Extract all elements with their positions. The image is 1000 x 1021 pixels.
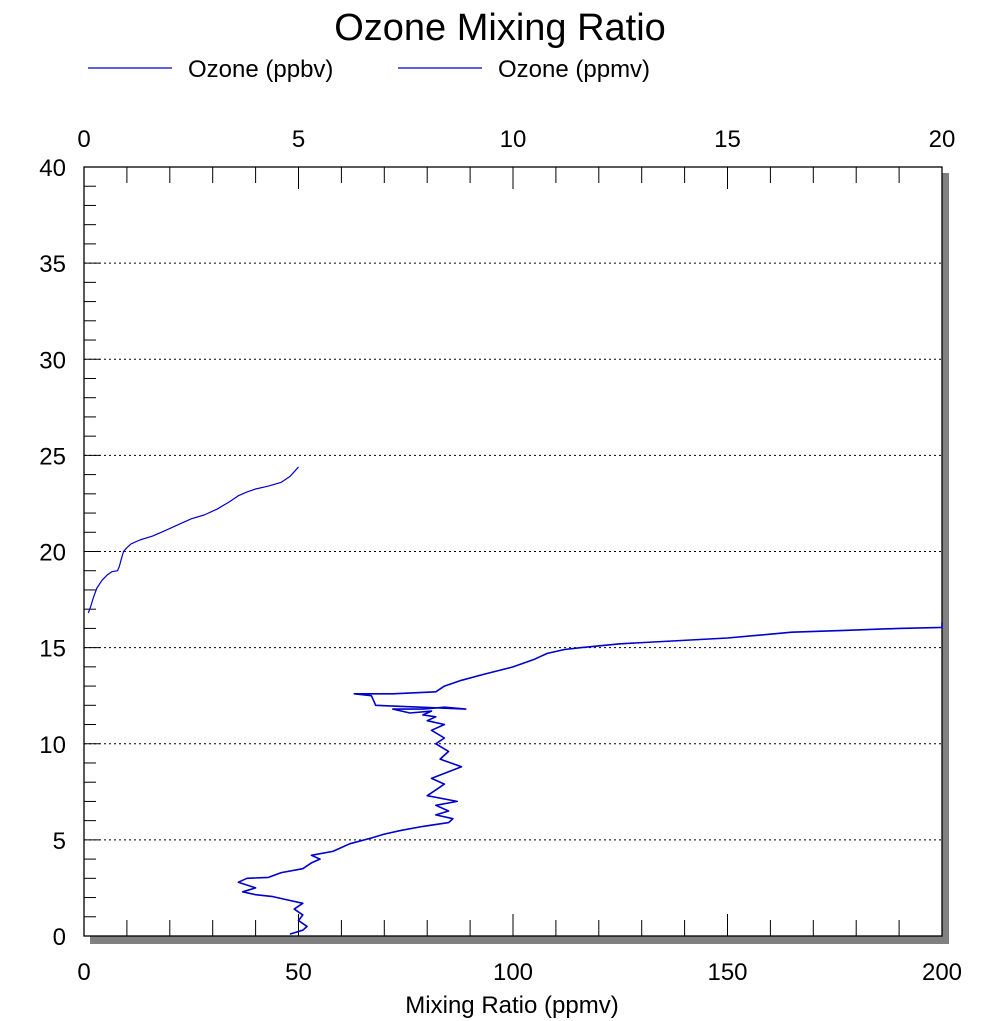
x-bottom-tick-label-0: 0 (77, 959, 90, 986)
series-line-ozone-ppbv (237, 622, 943, 935)
y-tick-label-15: 15 (39, 636, 66, 663)
x-bottom-tick-label-150: 150 (707, 959, 747, 986)
y-tick-label-30: 30 (39, 347, 66, 374)
x-top-tick-label-15: 15 (714, 126, 741, 153)
legend: Ozone (ppbv) Ozone (ppmv) (88, 56, 650, 83)
y-tick-label-35: 35 (39, 251, 66, 278)
series-line-ozone-ppmv (87, 466, 299, 614)
y-tick-label-0: 0 (53, 924, 66, 951)
x-bottom-tick-label-100: 100 (493, 959, 533, 986)
frame-shadow-bottom (90, 936, 949, 944)
x-axis-label: Mixing Ratio (ppmv) (405, 992, 618, 1019)
x-top-tick-label-0: 0 (77, 126, 90, 153)
x-top-tick-label-5: 5 (292, 126, 305, 153)
x-top-tick-label-20: 20 (929, 126, 956, 153)
y-tick-label-20: 20 (39, 540, 66, 567)
plot-frame (83, 166, 943, 937)
y-tick-label-40: 40 (39, 155, 66, 182)
tick-labels: 0 5 10 15 20 25 30 35 40 0 50 100 150 200 0 5 10 15 20 (39, 126, 962, 986)
frame-shadow-right (942, 173, 949, 944)
x-bottom-tick-label-50: 50 (285, 959, 312, 986)
x-bottom-tick-label-200: 200 (922, 959, 962, 986)
gridlines (84, 262, 942, 841)
data-series (87, 466, 943, 935)
y-tick-label-5: 5 (53, 828, 66, 855)
y-tick-label-10: 10 (39, 732, 66, 759)
legend-label-ozone-ppbv: Ozone (ppbv) (188, 56, 333, 83)
legend-label-ozone-ppmv: Ozone (ppmv) (498, 56, 650, 83)
y-tick-label-25: 25 (39, 443, 66, 470)
chart-title: Ozone Mixing Ratio (334, 7, 666, 49)
tick-marks (83, 166, 943, 937)
x-top-tick-label-10: 10 (500, 126, 527, 153)
